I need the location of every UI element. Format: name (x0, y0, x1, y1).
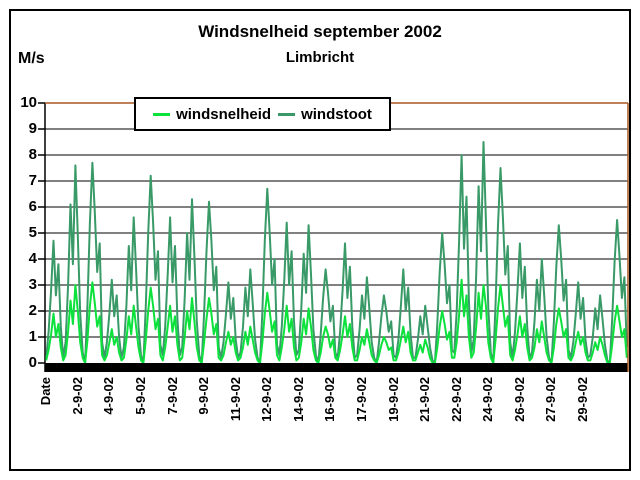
x-tick-label: 12-9-02 (259, 377, 275, 422)
y-tick-label: 0 (28, 354, 37, 371)
x-tick-label: Date (38, 377, 54, 406)
legend-label-windstoot: windstoot (301, 105, 372, 123)
x-tick-label: 17-9-02 (354, 377, 369, 422)
x-tick-label: 2-9-02 (69, 377, 85, 415)
y-tick-label: 2 (28, 302, 37, 319)
legend-entry-windsnelheid: windsnelheid (153, 107, 271, 122)
chart-outer-border (9, 9, 631, 471)
x-tick-label: 5-9-02 (132, 377, 148, 415)
x-tick-label: 29-9-02 (575, 377, 591, 422)
y-tick-label: 4 (28, 250, 37, 267)
legend-entry-windstoot: windstoot (278, 107, 372, 122)
x-tick-label: 22-9-02 (448, 377, 464, 422)
y-tick-label: 1 (28, 328, 37, 345)
x-tick-label: 24-9-02 (480, 377, 496, 422)
y-tick-label: 10 (20, 94, 37, 111)
x-tick-label: 7-9-02 (164, 377, 180, 415)
chart-title: Windsnelheid september 2002 (198, 22, 442, 41)
y-tick-label: 8 (28, 146, 37, 163)
y-axis-title: M/s (18, 50, 45, 67)
x-tick-label: 19-9-02 (385, 377, 401, 422)
y-tick-label: 5 (28, 224, 37, 241)
windsnelheid-line-marker-icon (153, 112, 171, 116)
x-tick-label: 14-9-02 (290, 377, 306, 422)
chart-subtitle: Limbricht (285, 49, 355, 66)
y-tick-label: 7 (28, 172, 37, 189)
x-tick-label: 27-9-02 (543, 377, 559, 422)
y-tick-label: 3 (28, 276, 37, 293)
legend: windsnelheid windstoot (134, 97, 391, 131)
x-tick-label: 9-9-02 (196, 377, 212, 415)
x-tick-label: 21-9-02 (417, 377, 433, 422)
y-tick-label: 6 (28, 198, 37, 215)
x-tick-label: 26-9-02 (511, 377, 527, 422)
legend-label-windsnelheid: windsnelheid (176, 105, 272, 123)
x-tick-label: 11-9-02 (227, 377, 243, 422)
x-tick-label: 16-9-02 (322, 377, 338, 422)
y-tick-label: 9 (28, 120, 37, 137)
x-tick-label: 4-9-02 (101, 377, 117, 415)
windstoot-line-marker-icon (278, 112, 296, 116)
